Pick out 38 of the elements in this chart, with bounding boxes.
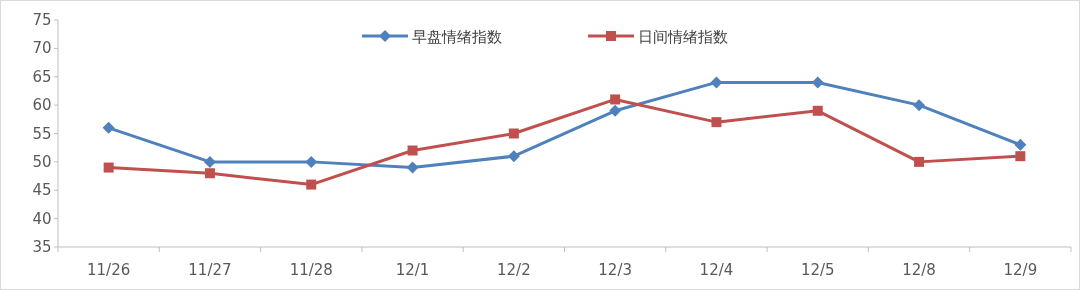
point	[103, 162, 114, 173]
y-tick-label: 65	[32, 67, 52, 86]
point	[508, 128, 519, 139]
point	[204, 168, 215, 179]
x-tick-label: 11/27	[188, 261, 232, 279]
point	[406, 161, 419, 174]
x-tick-label: 12/1	[395, 261, 430, 279]
y-tick-label: 40	[32, 209, 52, 228]
x-tick-label: 12/5	[800, 261, 835, 279]
x-tick-label: 12/8	[902, 261, 936, 279]
legend-label: 早盘情绪指数	[412, 28, 502, 46]
point	[203, 155, 216, 168]
x-tick-label: 12/2	[497, 261, 531, 279]
y-tick-label: 35	[32, 238, 52, 256]
x-tick-label: 11/28	[289, 261, 333, 279]
point	[812, 105, 823, 116]
y-tick-label: 55	[32, 124, 52, 143]
y-tick-label: 75	[32, 11, 52, 29]
point	[610, 94, 621, 105]
point	[711, 117, 722, 128]
point	[102, 121, 115, 134]
y-tick-label: 70	[32, 39, 52, 58]
point	[609, 104, 622, 117]
legend-label: 日间情绪指数	[638, 28, 728, 46]
x-tick-label: 11/26	[87, 261, 131, 279]
x-tick-label: 12/9	[1003, 261, 1038, 279]
point	[1014, 138, 1027, 151]
point	[1015, 151, 1026, 162]
x-tick-label: 12/3	[598, 261, 632, 279]
point	[507, 150, 520, 163]
y-tick-label: 45	[32, 181, 52, 200]
point	[407, 145, 418, 156]
point	[913, 99, 926, 112]
y-tick-label: 50	[32, 152, 52, 171]
x-tick-label: 12/4	[699, 261, 734, 279]
point	[306, 179, 317, 190]
y-tick-label: 60	[32, 96, 52, 115]
point	[914, 156, 925, 167]
